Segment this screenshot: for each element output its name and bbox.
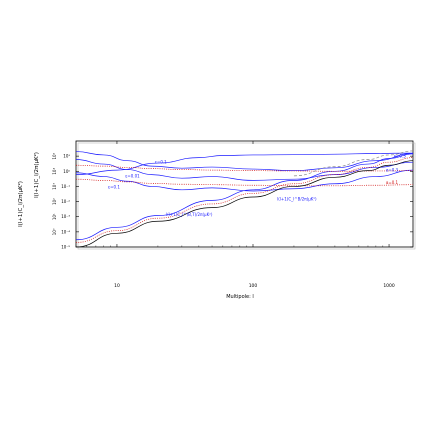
y-tick-label-inner: 10⁻⁵: [61, 245, 70, 250]
plot-frame: [75, 140, 414, 248]
x-tick-label: 1000: [383, 283, 395, 289]
y-tick-label-outer: 10⁴: [52, 168, 57, 175]
y-tick-label-inner: 10⁻³: [61, 214, 70, 219]
annotation-layer: ε=0.3 ε=0.1 ε=0.01 ε=0.1 α=0.3 α=0.1 l(l+1)C_l…: [108, 154, 406, 217]
y-axis-label-inner: l(l+1)C_l/2π(μK²): [33, 152, 40, 198]
y-tick-label-outer: 10³: [52, 183, 57, 190]
series-line-1: [76, 152, 413, 175]
y-tick-label-inner: 10⁻¹: [61, 184, 70, 189]
axis-layer: 10 100 1000 10⁻⁵ 10⁻⁴ 10⁻³ 10⁻² 10⁻¹ 10⁰ 10¹ 10⁰ 10…: [52, 141, 413, 289]
series-line-5: [76, 153, 413, 241]
annotation-label: l(l+1)C_l^B/2π(μK²): [277, 196, 317, 201]
series-layer: [76, 150, 413, 247]
annotation-label: ε=0.1: [155, 160, 167, 165]
plot-frame-shadow: [77, 142, 416, 250]
series-line-4: [76, 169, 413, 192]
y-tick-label-outer: 10¹: [52, 213, 57, 220]
series-line-8: [76, 157, 413, 243]
y-axis-label-outer: l(l+1)C_l/2π(μK²): [17, 181, 24, 227]
x-tick-label: 10: [114, 283, 120, 289]
series-line-10: [293, 150, 413, 177]
annotation-label: α=0.1: [386, 180, 399, 185]
y-tick-label-inner: 10⁰: [63, 169, 70, 174]
y-tick-label-inner: 10⁻²: [61, 199, 70, 204]
y-tick-label-inner: 10¹: [63, 154, 70, 159]
x-tick-label: 100: [249, 283, 258, 289]
x-axis-label: Multipole: l: [226, 294, 254, 300]
annotation-label: l(l+1)C_l^(B,T)/2π(μK²): [166, 212, 213, 217]
annotation-label: ε=0.3: [394, 154, 406, 159]
y-tick-label-outer: 10⁰: [52, 228, 57, 235]
annotation-label: ε=0.01: [125, 173, 140, 178]
y-tick-label-inner: 10⁻⁴: [61, 229, 70, 234]
series-line-3: [76, 159, 413, 181]
annotation-label: ε=0.1: [108, 184, 120, 189]
y-tick-label-outer: 10²: [52, 198, 57, 205]
series-line-2: [76, 151, 413, 172]
series-line-9: [76, 160, 413, 247]
y-tick-label-outer: 10⁵: [52, 152, 57, 159]
annotation-label: α=0.3: [386, 167, 399, 172]
